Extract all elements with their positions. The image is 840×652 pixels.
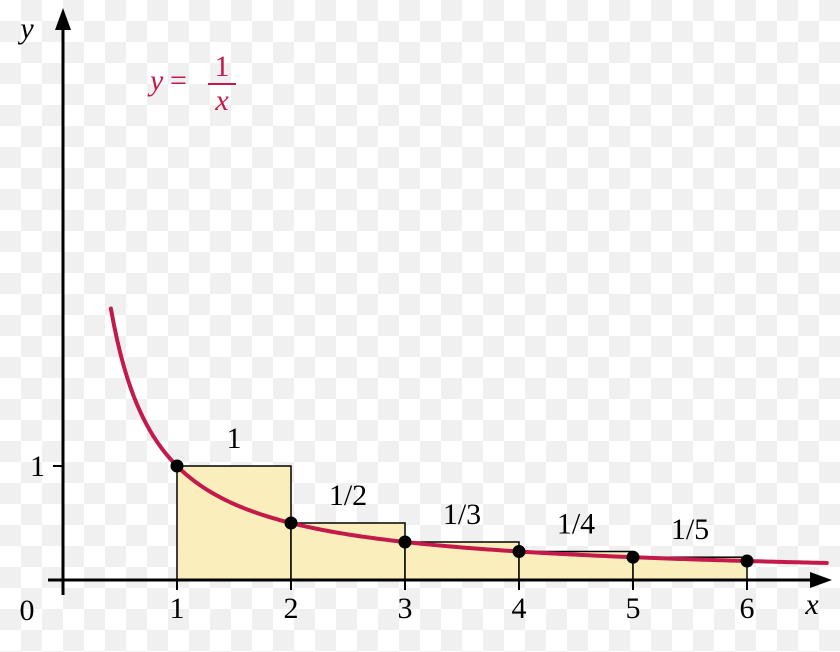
equation-numerator: 1 (215, 50, 230, 83)
x-tick-label-6: 6 (740, 592, 755, 625)
curve-point-3 (513, 545, 526, 558)
bar-label-0: 1 (227, 422, 242, 455)
bar-label-1: 1/2 (329, 479, 367, 512)
bar-1 (291, 523, 405, 580)
bar-label-2: 1/3 (443, 498, 481, 531)
y-axis-label: y (17, 12, 34, 45)
y-tick-label-1: 1 (30, 450, 45, 483)
equation-denominator: x (214, 84, 229, 117)
equation-eq: = (170, 64, 187, 97)
equation-y: y (147, 64, 164, 97)
x-tick-label-5: 5 (626, 592, 641, 625)
curve-point-5 (741, 555, 754, 568)
x-tick-label-2: 2 (284, 592, 299, 625)
bar-label-4: 1/5 (671, 513, 709, 546)
bar-label-3: 1/4 (557, 508, 595, 541)
curve-point-1 (285, 517, 298, 530)
x-axis-label: x (804, 588, 819, 621)
curve-point-0 (171, 460, 184, 473)
x-tick-label-3: 3 (398, 592, 413, 625)
x-tick-label-1: 1 (170, 592, 185, 625)
curve-point-2 (399, 536, 412, 549)
x-tick-label-4: 4 (512, 592, 527, 625)
curve-point-4 (627, 551, 640, 564)
origin-label: 0 (20, 594, 35, 627)
